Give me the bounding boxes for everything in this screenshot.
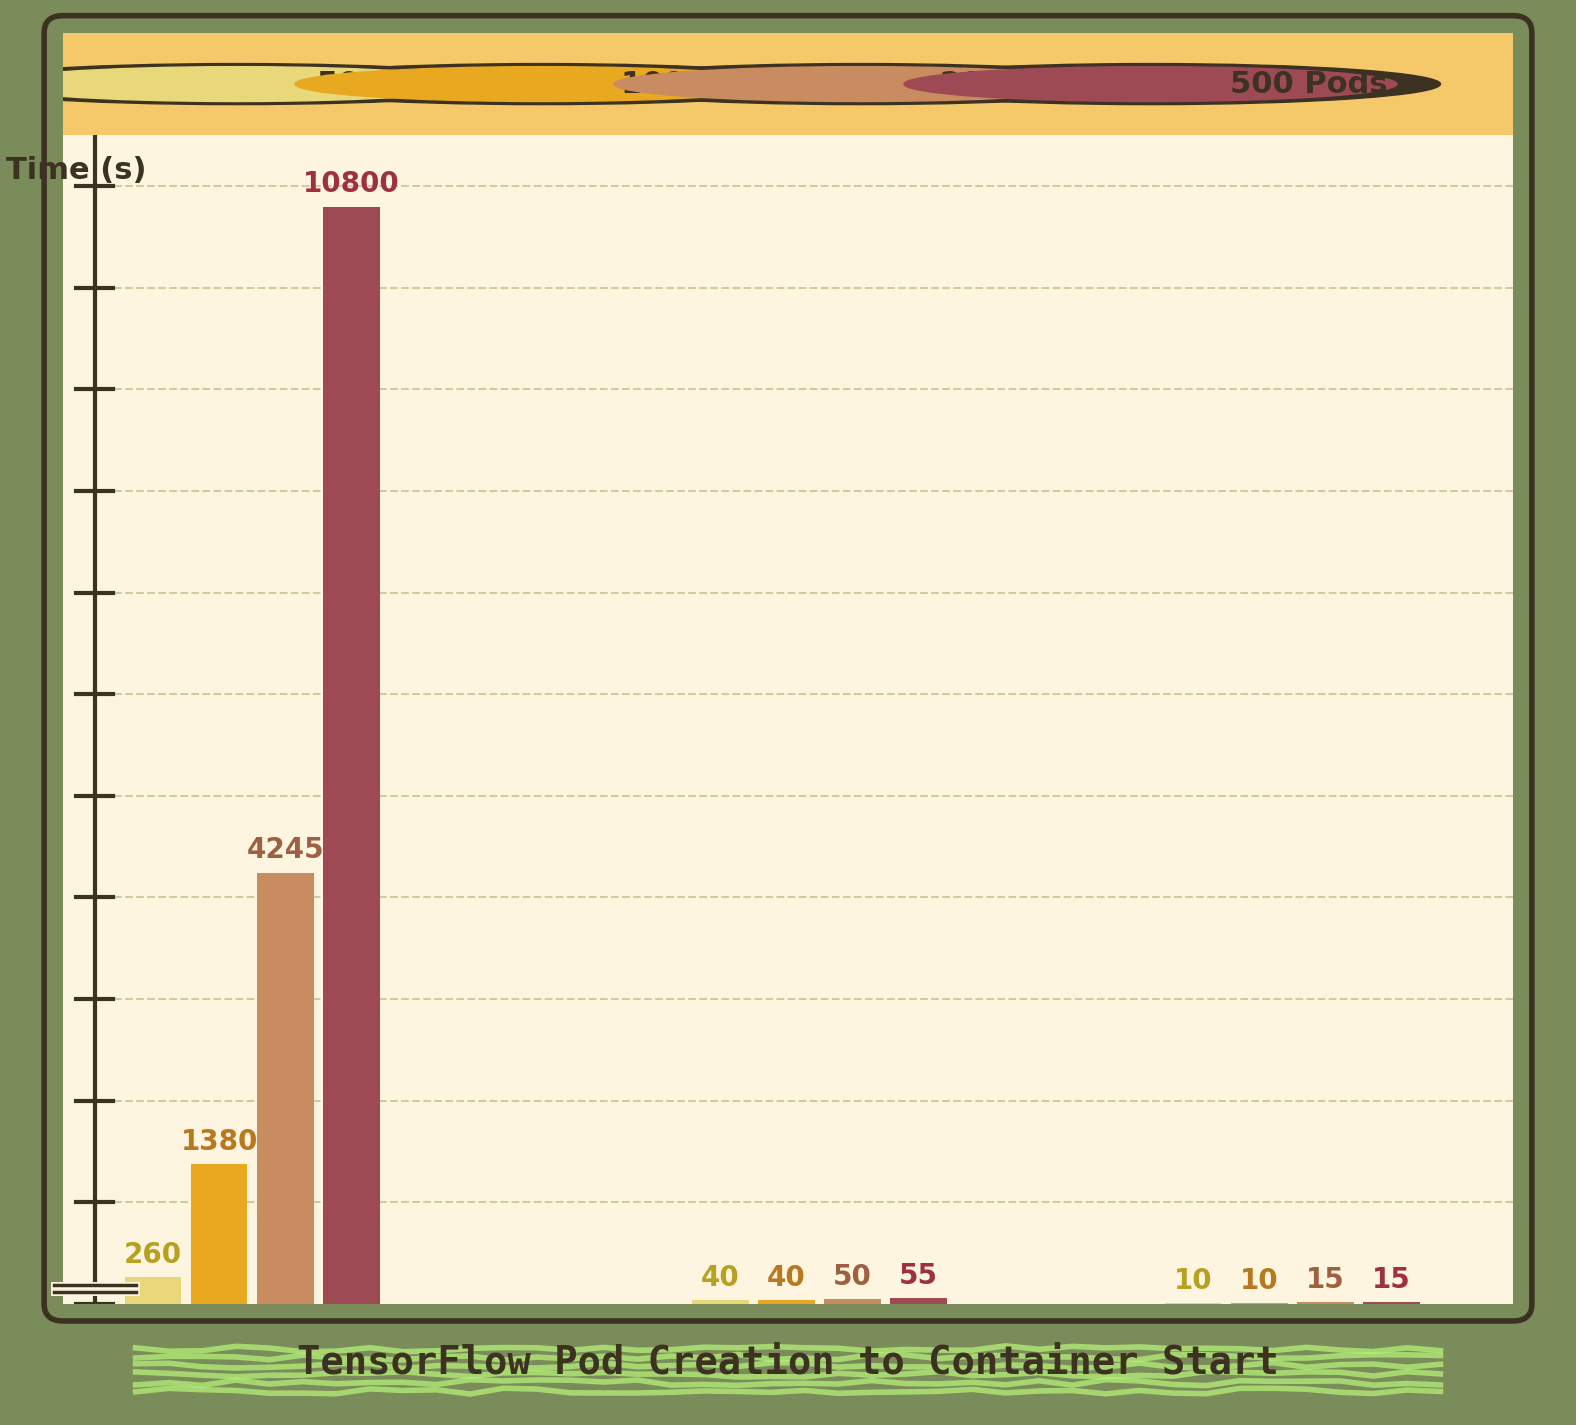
Text: 100 Pods: 100 Pods (621, 70, 779, 98)
Text: TensorFlow Pod Creation to Container Start: TensorFlow Pod Creation to Container Sta… (298, 1342, 1278, 1381)
Circle shape (905, 67, 1396, 101)
Bar (890, 1298, 947, 1304)
Text: 200 Pods: 200 Pods (941, 70, 1097, 98)
Text: 40: 40 (768, 1264, 805, 1291)
Bar (692, 1300, 749, 1304)
Circle shape (571, 64, 1150, 104)
Text: 500 Pods: 500 Pods (1231, 70, 1388, 98)
Bar (257, 872, 314, 1304)
Text: Dragonfly: Dragonfly (727, 1357, 913, 1389)
Circle shape (860, 64, 1440, 104)
Bar (824, 1298, 881, 1304)
Text: 4245: 4245 (246, 836, 325, 865)
Text: OCI v1: OCI v1 (191, 1357, 314, 1389)
Bar (125, 1277, 181, 1304)
Circle shape (295, 67, 788, 101)
Bar (191, 1164, 247, 1304)
Circle shape (615, 67, 1106, 101)
Circle shape (252, 64, 832, 104)
Text: 260: 260 (125, 1241, 181, 1270)
Text: 55: 55 (900, 1263, 938, 1290)
Text: 15: 15 (1373, 1267, 1411, 1294)
Bar (323, 207, 380, 1304)
Circle shape (0, 67, 484, 101)
Text: 50 Pods: 50 Pods (317, 70, 452, 98)
Text: 10800: 10800 (303, 171, 400, 198)
Bar (1297, 1302, 1354, 1304)
Text: Time (s): Time (s) (6, 155, 147, 185)
Text: 40: 40 (701, 1264, 739, 1291)
Bar (1363, 1302, 1420, 1304)
Text: 1380: 1380 (180, 1127, 258, 1156)
Circle shape (0, 64, 526, 104)
Text: 50: 50 (834, 1263, 872, 1291)
Text: Dragonfly & Nydus: Dragonfly & Nydus (1116, 1357, 1469, 1389)
Text: 10: 10 (1240, 1267, 1278, 1295)
Bar (758, 1300, 815, 1304)
Text: 10: 10 (1174, 1267, 1212, 1295)
Text: 15: 15 (1307, 1267, 1344, 1294)
